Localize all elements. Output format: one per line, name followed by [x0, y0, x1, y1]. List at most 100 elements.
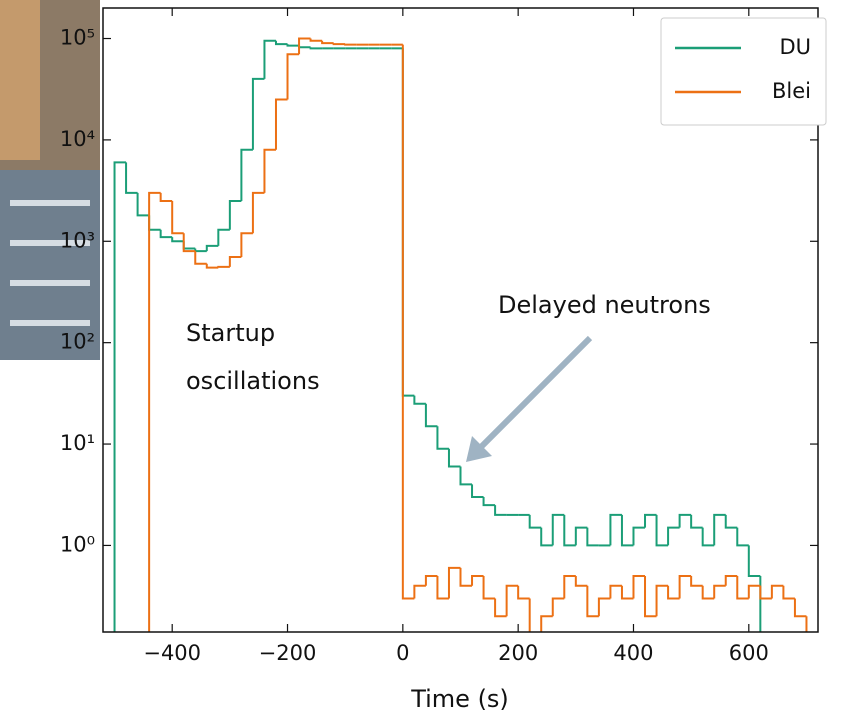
histogram-step: [436, 575, 449, 600]
histogram-step: [563, 514, 576, 547]
histogram-step: [609, 584, 622, 599]
histogram-step: [321, 40, 334, 45]
x-tick-label: 400: [613, 641, 653, 665]
histogram-step: [597, 597, 611, 617]
histogram-step: [332, 43, 346, 46]
histogram-step: [805, 616, 808, 632]
histogram-step: [667, 526, 680, 546]
x-tick-label: 200: [498, 641, 538, 665]
histogram-step: [274, 98, 288, 150]
histogram-step: [171, 237, 184, 243]
y-tick-label: 10⁴: [60, 127, 95, 151]
histogram-step: [309, 47, 323, 50]
legend-label: Blei: [772, 79, 811, 103]
legend-box: [660, 17, 827, 126]
y-tick-label: 10¹: [60, 431, 95, 455]
histogram-step: [228, 199, 242, 230]
histogram-step: [540, 615, 553, 632]
histogram-step: [540, 527, 553, 547]
plot-frame: [102, 7, 819, 633]
histogram-step: [125, 162, 138, 194]
histogram-step: [205, 263, 219, 269]
histogram-step: [563, 574, 576, 599]
histogram-step: [632, 526, 646, 546]
histogram-step: [655, 514, 669, 547]
histogram-step: [459, 567, 473, 587]
histogram-step: [793, 598, 807, 618]
histogram-step: [298, 37, 311, 55]
histogram-step: [482, 497, 496, 507]
histogram-step: [471, 484, 484, 499]
x-tick-label: −200: [259, 641, 317, 665]
histogram-step: [586, 527, 599, 547]
histogram-step: [609, 513, 622, 546]
histogram-step: [551, 513, 565, 546]
histogram-step: [770, 584, 784, 599]
histogram-step: [574, 526, 588, 546]
histogram-step: [494, 505, 507, 516]
histogram-step: [424, 403, 438, 428]
photo-fragment: [0, 0, 103, 724]
histogram-step: [759, 585, 772, 600]
histogram-step: [701, 527, 715, 547]
histogram-step: [724, 514, 738, 529]
histogram-step: [724, 574, 738, 586]
histogram-step: [240, 232, 253, 257]
histogram-step: [644, 575, 657, 618]
y-tick-label: 10⁰: [60, 532, 95, 556]
histogram-step: [482, 575, 496, 600]
y-tick-label: 10³: [60, 228, 95, 252]
histogram-step: [263, 148, 276, 193]
histogram-step: [551, 597, 565, 617]
histogram-step: [747, 545, 761, 577]
histogram-step: [251, 191, 265, 234]
histogram-step: [713, 584, 726, 599]
histogram-step: [148, 191, 161, 632]
annotation-arrow: [475, 335, 593, 453]
histogram-step: [690, 514, 703, 529]
histogram-step: [690, 575, 703, 587]
histogram-step: [736, 575, 749, 600]
histogram-step: [747, 584, 761, 599]
histogram-step: [505, 584, 519, 617]
annotation: Delayed neutrons: [498, 291, 711, 319]
annotation: oscillations: [186, 367, 320, 395]
histogram-step: [344, 43, 357, 46]
x-axis-label: Time (s): [410, 685, 509, 713]
y-tick-label: 10²: [60, 330, 95, 354]
histogram-step: [447, 566, 461, 599]
y-tick-label: 10⁵: [60, 26, 95, 50]
histogram-step: [217, 228, 230, 246]
histogram-step: [401, 44, 415, 600]
histogram-step: [471, 574, 484, 586]
x-tick-label: 600: [729, 641, 769, 665]
histogram-step: [759, 575, 762, 632]
histogram-step: [447, 448, 461, 468]
histogram-step: [205, 244, 219, 252]
histogram-step: [113, 161, 127, 632]
histogram-step: [240, 148, 253, 201]
histogram-step: [713, 513, 726, 546]
histogram-step: [286, 44, 300, 47]
histogram-step: [424, 574, 438, 586]
histogram-step: [667, 585, 680, 600]
histogram-step: [574, 575, 588, 587]
histogram-step: [286, 53, 300, 100]
histogram-step: [413, 395, 426, 405]
annotation-arrowhead: [466, 436, 492, 462]
histogram-step: [159, 229, 173, 239]
histogram-step: [251, 77, 265, 150]
histogram-step: [528, 514, 542, 529]
histogram-step: [655, 584, 669, 617]
histogram-step: [194, 251, 207, 265]
x-tick-label: 0: [396, 641, 409, 665]
histogram-step: [678, 574, 692, 599]
histogram-step: [528, 598, 531, 632]
histogram-step: [517, 585, 530, 600]
histogram-step: [217, 265, 230, 268]
histogram-step: [136, 192, 150, 217]
histogram-step: [309, 38, 323, 42]
histogram-step: [459, 466, 473, 486]
histogram-step: [701, 585, 715, 600]
